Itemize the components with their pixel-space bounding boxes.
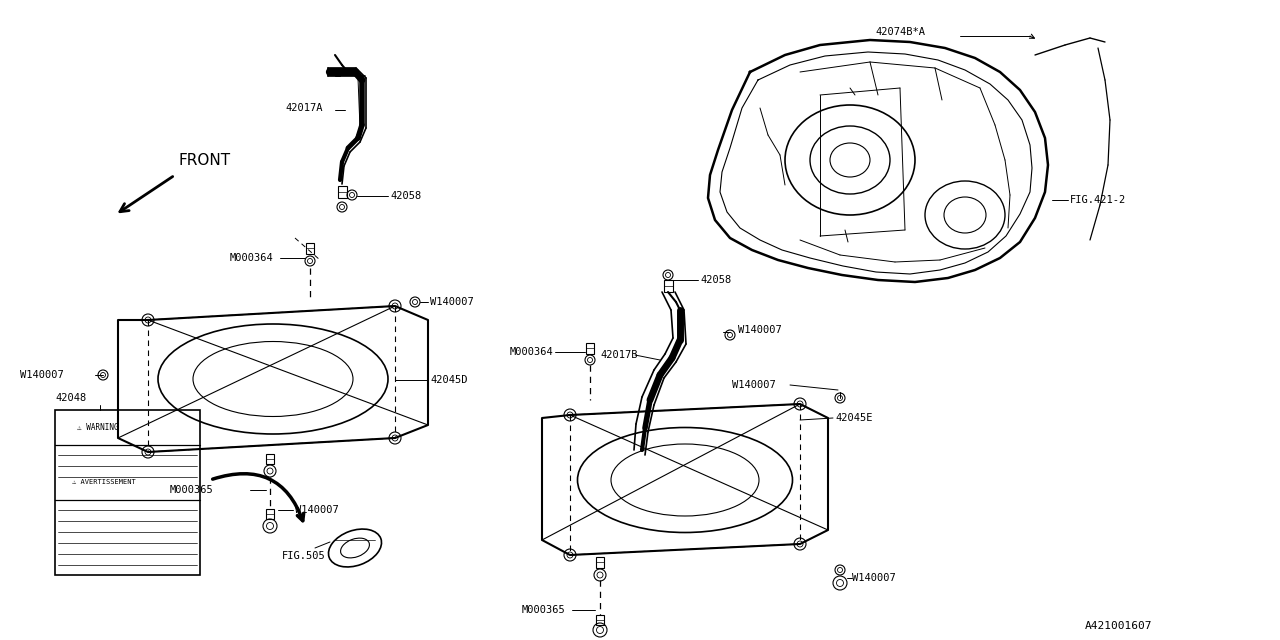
Text: W140007: W140007	[20, 370, 64, 380]
Bar	[266, 509, 274, 519]
Text: W140007: W140007	[852, 573, 896, 583]
Bar	[338, 186, 347, 198]
Text: 42074B*A: 42074B*A	[876, 27, 925, 37]
Bar	[663, 280, 672, 292]
Text: 42045E: 42045E	[835, 413, 873, 423]
Bar	[596, 557, 604, 568]
Text: 42017B: 42017B	[600, 350, 637, 360]
Text: FIG.505: FIG.505	[282, 551, 325, 561]
Text: W140007: W140007	[732, 380, 776, 390]
Text: FRONT: FRONT	[178, 153, 230, 168]
Bar	[306, 243, 314, 253]
Text: 42058: 42058	[390, 191, 421, 201]
Text: W140007: W140007	[739, 325, 782, 335]
Bar	[266, 454, 274, 464]
Text: M000364: M000364	[509, 347, 554, 357]
Text: 42058: 42058	[700, 275, 731, 285]
Text: M000365: M000365	[170, 485, 214, 495]
Text: ⚠ WARNING: ⚠ WARNING	[77, 422, 119, 431]
Bar	[586, 342, 594, 353]
Text: W140007: W140007	[430, 297, 474, 307]
Text: W140007: W140007	[294, 505, 339, 515]
Text: M000364: M000364	[230, 253, 274, 263]
Bar	[596, 615, 604, 625]
Text: ⚠ AVERTISSEMENT: ⚠ AVERTISSEMENT	[72, 479, 136, 485]
Bar	[55, 410, 200, 575]
Text: 42045D: 42045D	[430, 375, 467, 385]
Text: A421001607: A421001607	[1085, 621, 1152, 631]
Text: 42017A: 42017A	[285, 103, 323, 113]
Text: 42048: 42048	[55, 393, 86, 403]
Text: FIG.421-2: FIG.421-2	[1070, 195, 1126, 205]
Text: M000365: M000365	[522, 605, 566, 615]
